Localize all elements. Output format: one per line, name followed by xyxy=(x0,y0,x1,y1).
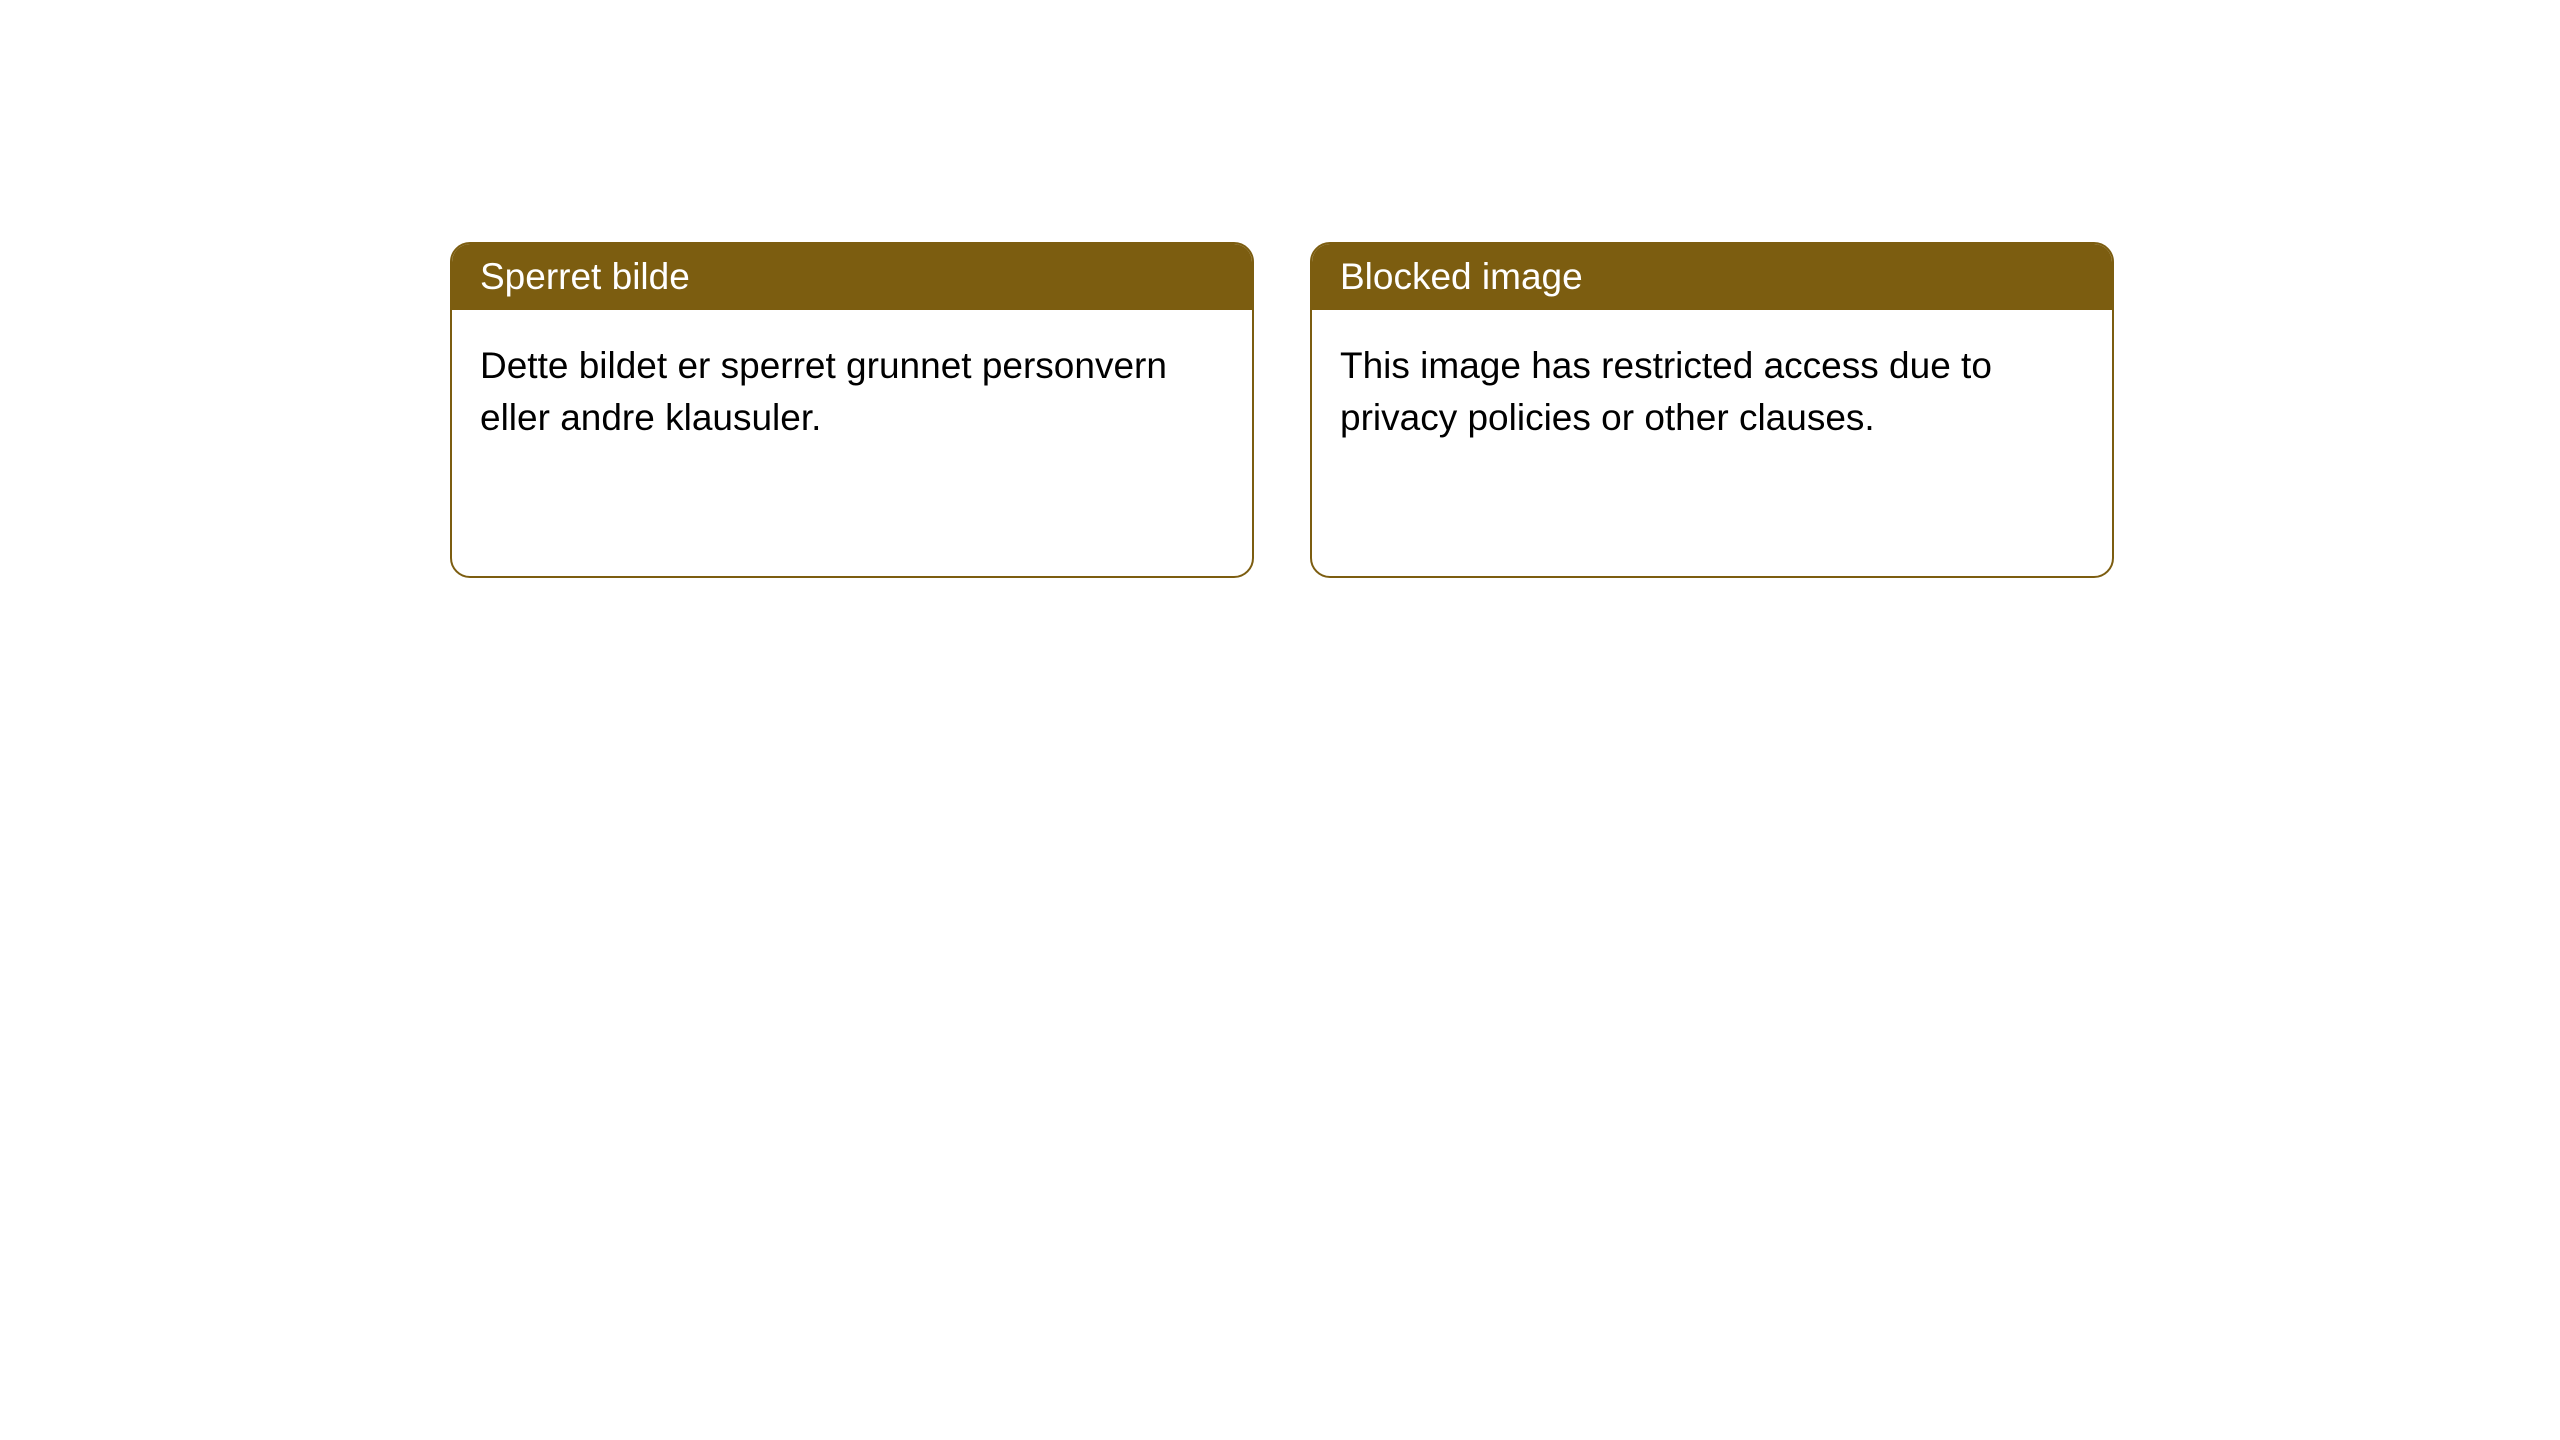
card-body-text: This image has restricted access due to … xyxy=(1340,345,1992,438)
card-body-text: Dette bildet er sperret grunnet personve… xyxy=(480,345,1167,438)
card-header: Blocked image xyxy=(1312,244,2112,310)
card-header: Sperret bilde xyxy=(452,244,1252,310)
notice-card-norwegian: Sperret bilde Dette bildet er sperret gr… xyxy=(450,242,1254,578)
notice-card-english: Blocked image This image has restricted … xyxy=(1310,242,2114,578)
card-body: This image has restricted access due to … xyxy=(1312,310,2112,474)
card-title: Blocked image xyxy=(1340,256,1583,297)
notice-cards-container: Sperret bilde Dette bildet er sperret gr… xyxy=(0,0,2560,578)
card-body: Dette bildet er sperret grunnet personve… xyxy=(452,310,1252,474)
card-title: Sperret bilde xyxy=(480,256,690,297)
